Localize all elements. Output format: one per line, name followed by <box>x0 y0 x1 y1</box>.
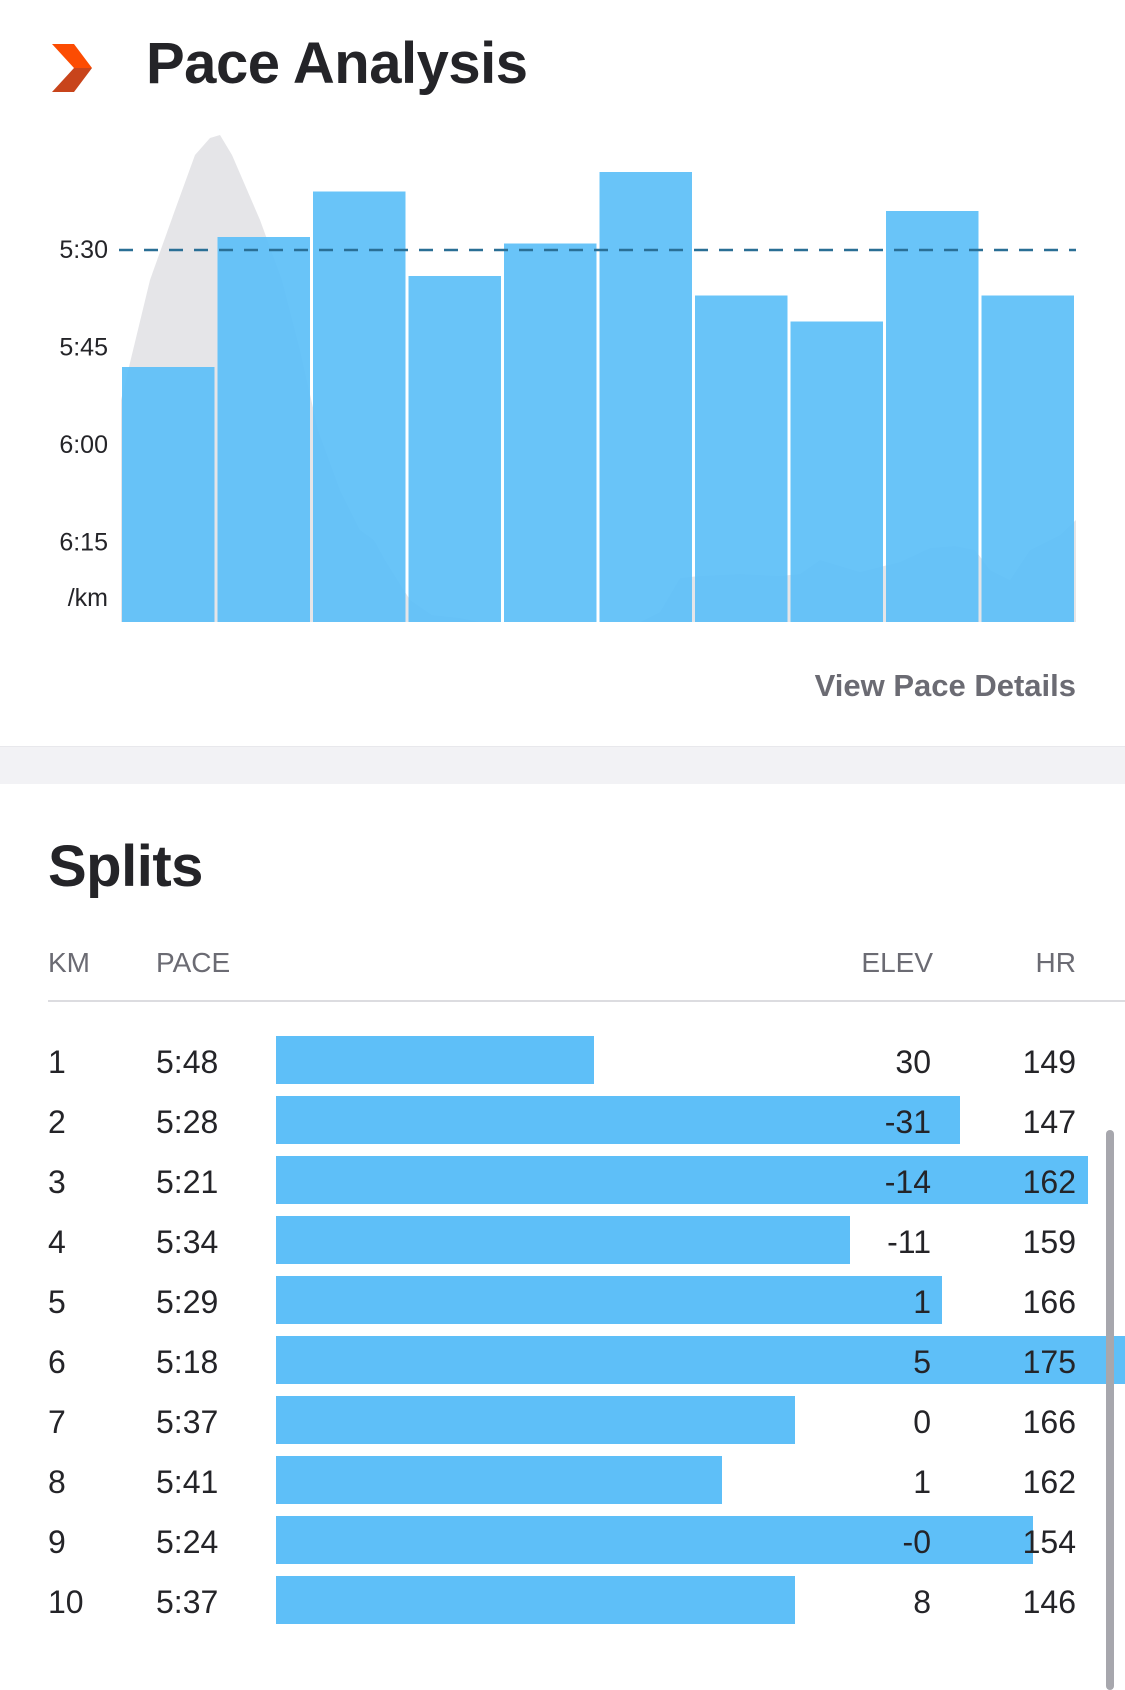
header-elev: ELEV <box>861 947 933 978</box>
split-pace-bar <box>276 1036 594 1084</box>
split-pace: 5:21 <box>156 1164 219 1200</box>
split-km: 9 <box>48 1524 66 1560</box>
split-row[interactable]: 3 5:21 -14 162 <box>0 1156 1125 1216</box>
split-pace-bar <box>276 1156 1088 1204</box>
pace-bar-km-10[interactable] <box>981 295 1075 623</box>
pace-analysis-header: Pace Analysis <box>0 0 1125 140</box>
split-elev: -31 <box>884 1104 931 1140</box>
split-pace-bar <box>276 1456 722 1504</box>
split-elev: 1 <box>913 1284 931 1320</box>
split-hr: 166 <box>1022 1404 1076 1440</box>
split-pace: 5:41 <box>156 1464 219 1500</box>
pace-bar-km-8[interactable] <box>790 321 884 623</box>
split-km: 6 <box>48 1344 66 1380</box>
y-unit-label: /km <box>68 584 108 612</box>
split-hr: 166 <box>1022 1284 1076 1320</box>
split-elev: 1 <box>913 1464 931 1500</box>
split-row[interactable]: 10 5:37 8 146 <box>0 1576 1125 1636</box>
split-km: 8 <box>48 1464 66 1500</box>
split-km: 3 <box>48 1164 66 1200</box>
pace-bar-km-5[interactable] <box>504 243 597 623</box>
split-hr: 159 <box>1022 1224 1076 1260</box>
splits-table-header: KM PACE ELEV HR <box>48 945 1125 1002</box>
split-hr: 162 <box>1022 1164 1076 1200</box>
y-tick-label: 6:15 <box>59 529 108 557</box>
split-km: 1 <box>48 1044 66 1080</box>
split-hr: 154 <box>1022 1524 1076 1560</box>
split-pace-bar <box>276 1096 960 1144</box>
split-elev: 0 <box>913 1404 931 1440</box>
split-elev: 8 <box>913 1584 931 1620</box>
split-pace: 5:24 <box>156 1524 219 1560</box>
strava-chevron-icon <box>52 44 92 92</box>
split-pace-bar <box>276 1576 795 1624</box>
pace-bar-km-3[interactable] <box>313 191 406 623</box>
split-elev: 30 <box>895 1044 931 1080</box>
page-title: Pace Analysis <box>146 31 528 96</box>
split-hr: 147 <box>1022 1104 1076 1140</box>
split-row[interactable]: 1 5:48 30 149 <box>0 1036 1125 1096</box>
split-pace: 5:48 <box>156 1044 219 1080</box>
pace-bar-km-6[interactable] <box>599 172 693 622</box>
split-pace: 5:37 <box>156 1584 219 1620</box>
y-tick-label: 5:45 <box>59 334 108 362</box>
scrollbar[interactable] <box>1106 1130 1114 1690</box>
split-pace: 5:28 <box>156 1104 219 1140</box>
split-row[interactable]: 2 5:28 -31 147 <box>0 1096 1125 1156</box>
split-row[interactable]: 6 5:18 5 175 <box>0 1336 1125 1396</box>
pace-bar-km-1[interactable] <box>122 367 215 622</box>
split-pace-bar <box>276 1396 795 1444</box>
header-km: KM <box>48 947 90 978</box>
split-pace-bar <box>276 1516 1033 1564</box>
split-row[interactable]: 8 5:41 1 162 <box>0 1456 1125 1516</box>
split-pace: 5:18 <box>156 1344 219 1380</box>
split-pace: 5:29 <box>156 1284 219 1320</box>
pace-bar-km-2[interactable] <box>217 237 311 622</box>
header-pace: PACE <box>156 947 231 978</box>
split-hr: 146 <box>1022 1584 1076 1620</box>
split-hr: 162 <box>1022 1464 1076 1500</box>
split-km: 5 <box>48 1284 66 1320</box>
split-hr: 149 <box>1022 1044 1076 1080</box>
split-pace-bar <box>276 1336 1125 1384</box>
split-km: 2 <box>48 1104 66 1140</box>
split-pace-bar <box>276 1216 850 1264</box>
split-pace: 5:37 <box>156 1404 219 1440</box>
pace-bar-km-9[interactable] <box>886 211 979 622</box>
pace-bar-km-4[interactable] <box>408 276 502 622</box>
split-elev: 5 <box>913 1344 931 1380</box>
section-divider <box>0 746 1125 784</box>
pace-chart-svg: 5:30 5:45 6:00 6:15/km <box>59 135 1076 623</box>
split-elev: -14 <box>884 1164 931 1200</box>
split-km: 4 <box>48 1224 66 1260</box>
split-km: 7 <box>48 1404 66 1440</box>
split-km: 10 <box>48 1584 84 1620</box>
elevation-profile-area <box>121 135 1076 622</box>
split-pace-bar <box>276 1276 942 1324</box>
split-elev: -0 <box>902 1524 931 1560</box>
y-tick-label: 5:30 <box>59 236 108 264</box>
split-row[interactable]: 4 5:34 -11 159 <box>0 1216 1125 1276</box>
view-pace-details-link[interactable]: View Pace Details <box>814 668 1076 703</box>
splits-title: Splits <box>48 834 203 899</box>
split-hr: 175 <box>1022 1344 1076 1380</box>
y-tick-label: 6:00 <box>59 431 108 459</box>
split-row[interactable]: 5 5:29 1 166 <box>0 1276 1125 1336</box>
split-pace: 5:34 <box>156 1224 219 1260</box>
header-hr: HR <box>1035 947 1076 978</box>
pace-chart: 5:30 5:45 6:00 6:15/km <box>0 130 1125 630</box>
pace-bar-km-7[interactable] <box>695 295 788 623</box>
split-row[interactable]: 9 5:24 -0 154 <box>0 1516 1125 1576</box>
split-elev: -11 <box>887 1224 931 1260</box>
split-row[interactable]: 7 5:37 0 166 <box>0 1396 1125 1456</box>
